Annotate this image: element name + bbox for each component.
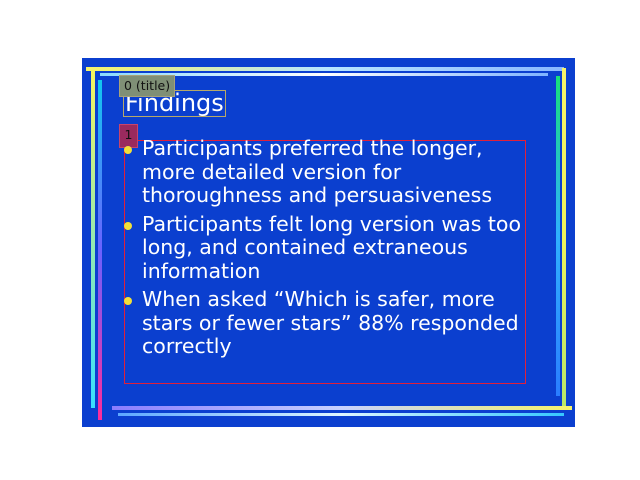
slide-canvas [82, 58, 575, 427]
bottom-accent-bar [112, 406, 572, 410]
bullet-dot-icon [124, 221, 132, 230]
right-accent-bar-thin [556, 76, 560, 396]
title-placeholder-tag: 0 (title) [119, 75, 176, 97]
left-accent-bar-thin [98, 80, 102, 420]
bullet-list: Participants preferred the longer, more … [124, 136, 534, 364]
bottom-accent-bar-thin [118, 413, 564, 416]
right-accent-bar [562, 68, 566, 408]
bullet-text: When asked “Which is safer, more stars o… [142, 287, 519, 358]
body-placeholder-tag: 1 [119, 124, 138, 148]
top-accent-bar-thin [100, 73, 548, 76]
left-accent-bar [91, 70, 95, 408]
bullet-dot-icon [124, 146, 132, 154]
bullet-text: Participants felt long version was too l… [142, 211, 522, 283]
body-placeholder-box [124, 140, 526, 384]
bullet-item: Participants preferred the longer, more … [124, 136, 534, 208]
bullet-item: Participants felt long version was too l… [124, 211, 534, 284]
bullet-text: Participants preferred the longer, more … [142, 136, 493, 207]
top-accent-bar [86, 67, 564, 71]
bullet-dot-icon [124, 297, 132, 305]
bullet-item: When asked “Which is safer, more stars o… [124, 287, 534, 359]
